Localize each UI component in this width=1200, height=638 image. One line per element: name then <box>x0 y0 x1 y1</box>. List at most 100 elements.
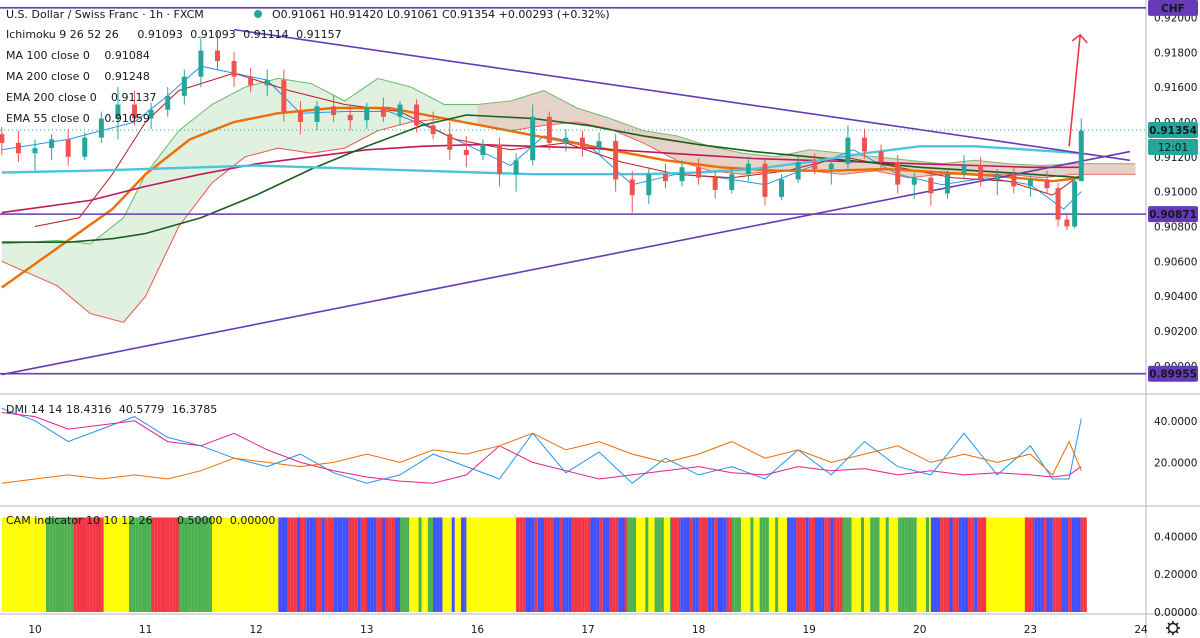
legend-row[interactable]: Ichimoku 9 26 52 26 0.91093 0.91093 0.91114… <box>6 28 342 41</box>
cam-bar <box>666 517 671 612</box>
forecast-arrow[interactable] <box>1068 34 1081 147</box>
candle[interactable] <box>49 134 55 161</box>
candle[interactable] <box>712 170 718 199</box>
candle[interactable] <box>480 139 486 161</box>
candle[interactable] <box>65 128 71 166</box>
legend-row[interactable]: EMA 55 close 0 0.91059 <box>6 112 150 125</box>
candle[interactable] <box>248 67 254 93</box>
cam-bar <box>848 517 852 612</box>
candle[interactable] <box>845 125 851 171</box>
candle[interactable] <box>132 90 138 126</box>
legend-label: EMA 55 close 0 <box>6 112 90 125</box>
candle[interactable] <box>1078 118 1084 182</box>
candle[interactable] <box>646 167 652 204</box>
candle[interactable] <box>961 155 967 180</box>
candle[interactable] <box>1072 177 1078 229</box>
cam-bar <box>660 517 664 612</box>
candle[interactable] <box>878 144 884 171</box>
cam-bar <box>626 517 630 612</box>
candle[interactable] <box>414 99 420 133</box>
cam-legend[interactable]: CAM indicator 10 10 12 26 0.50000 0.00000 <box>6 514 275 527</box>
dmi-legend[interactable]: DMI 14 14 18.4316 40.5779 16.3785 <box>6 403 217 416</box>
cam-bar <box>624 517 628 612</box>
candle[interactable] <box>1055 182 1061 227</box>
cam-bar <box>651 517 655 612</box>
candle[interactable] <box>513 153 519 192</box>
cam-bar <box>497 517 501 612</box>
cam-bar <box>312 517 316 612</box>
cam-bar <box>211 517 216 612</box>
candle[interactable] <box>629 170 635 213</box>
candle[interactable] <box>679 160 685 187</box>
candle[interactable] <box>331 95 337 122</box>
legend-label: MA 100 close 0 <box>6 49 90 62</box>
candle[interactable] <box>347 104 353 131</box>
candle[interactable] <box>447 121 453 161</box>
candle[interactable] <box>779 174 785 201</box>
candle[interactable] <box>762 158 768 206</box>
candle[interactable] <box>530 104 536 166</box>
candle[interactable] <box>297 101 303 135</box>
candle[interactable] <box>662 163 668 189</box>
candle[interactable] <box>0 127 5 156</box>
candle[interactable] <box>463 135 469 168</box>
cam-bar <box>864 517 868 612</box>
cam-value: 0.00000 <box>230 514 276 527</box>
candle[interactable] <box>696 158 702 185</box>
candle[interactable] <box>314 101 320 131</box>
candle[interactable] <box>828 160 834 185</box>
candle[interactable] <box>98 111 104 143</box>
cam-bar <box>188 517 192 612</box>
cam-bar <box>255 517 259 612</box>
cam-bar <box>500 517 504 612</box>
candle[interactable] <box>281 69 287 122</box>
candle[interactable] <box>563 128 569 152</box>
candle[interactable] <box>380 97 386 122</box>
candle[interactable] <box>745 156 751 182</box>
candle[interactable] <box>198 36 204 88</box>
candle[interactable] <box>231 52 237 88</box>
candle[interactable] <box>928 170 934 206</box>
candle[interactable] <box>579 130 585 157</box>
candle[interactable] <box>812 153 818 175</box>
candle[interactable] <box>862 128 867 159</box>
legend-row[interactable]: MA 200 close 0 0.91248 <box>6 70 150 83</box>
cam-bar <box>166 517 170 612</box>
candle[interactable] <box>596 132 602 156</box>
candle[interactable] <box>32 139 38 171</box>
candle[interactable] <box>1064 212 1070 230</box>
candle[interactable] <box>181 69 187 105</box>
cam-bar <box>547 517 551 612</box>
trendline-2[interactable] <box>233 28 1131 162</box>
candle[interactable] <box>994 168 1000 196</box>
candle[interactable] <box>613 134 619 192</box>
candle[interactable] <box>911 172 917 199</box>
legend-row[interactable]: MA 100 close 0 0.91084 <box>6 49 150 62</box>
candle[interactable] <box>497 137 503 187</box>
candle[interactable] <box>944 168 950 199</box>
candle[interactable] <box>978 156 984 187</box>
candle[interactable] <box>165 87 171 117</box>
cam-bar <box>534 517 538 612</box>
legend-row[interactable]: EMA 200 close 0 0.91137 <box>6 91 157 104</box>
candle[interactable] <box>115 87 121 140</box>
candle[interactable] <box>895 155 901 194</box>
candle[interactable] <box>148 102 154 129</box>
candle[interactable] <box>15 130 21 163</box>
candle[interactable] <box>264 69 270 96</box>
candle[interactable] <box>795 156 801 183</box>
candle[interactable] <box>364 102 370 129</box>
candle[interactable] <box>397 101 403 126</box>
candle[interactable] <box>430 111 436 140</box>
settings-gear-icon[interactable] <box>1166 621 1180 635</box>
candle[interactable] <box>546 111 552 150</box>
candle[interactable] <box>82 132 88 161</box>
candle[interactable] <box>729 168 735 194</box>
cam-bar <box>38 517 43 612</box>
candle[interactable] <box>214 31 220 70</box>
candle[interactable] <box>1011 167 1017 194</box>
candle[interactable] <box>1044 170 1050 194</box>
trendline-1[interactable] <box>1 150 1131 376</box>
candle[interactable] <box>1027 174 1033 197</box>
cam-bar <box>464 517 468 612</box>
